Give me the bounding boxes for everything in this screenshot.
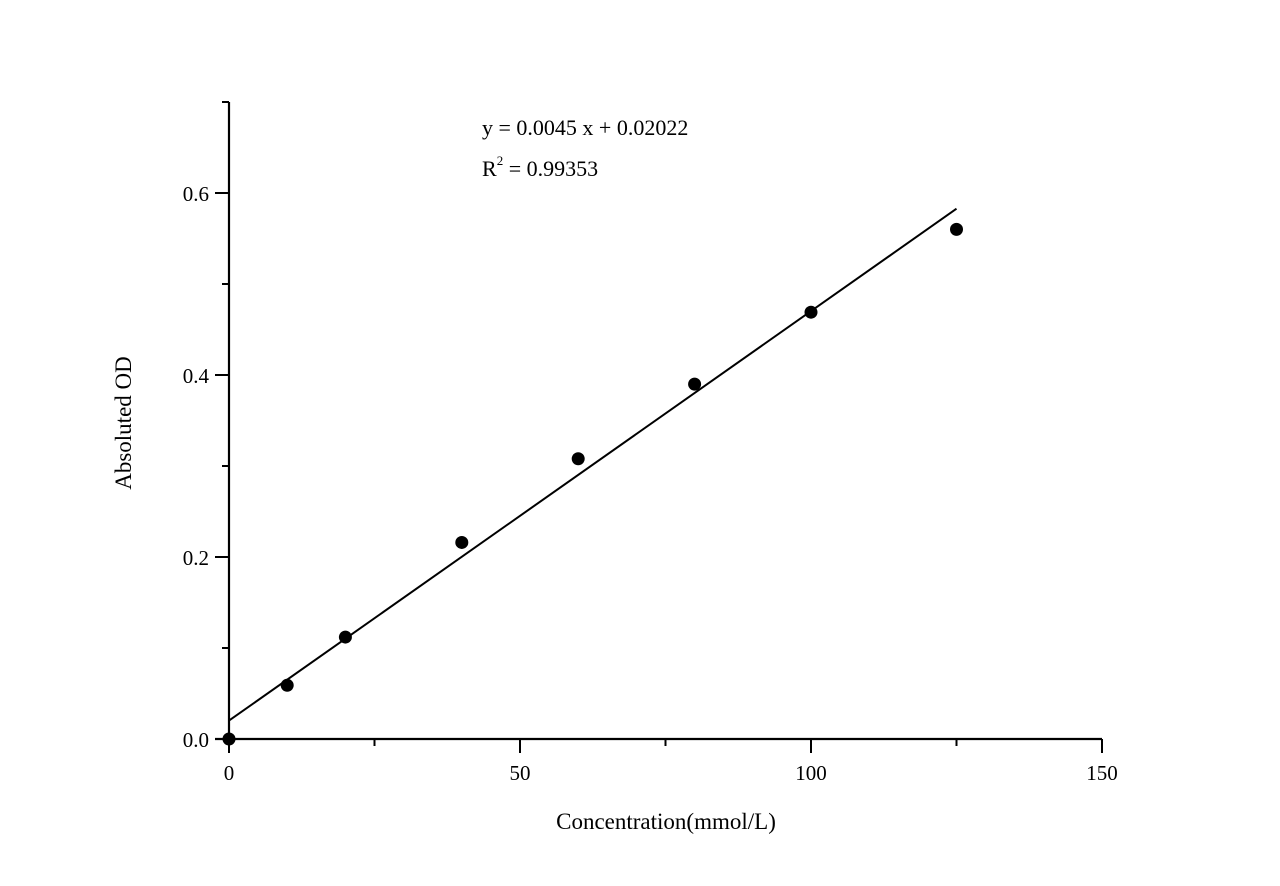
x-tick-label: 100 [795, 761, 827, 785]
y-tick-label: 0.0 [183, 728, 209, 752]
fit-line [228, 207, 958, 722]
x-tick-label: 50 [510, 761, 531, 785]
equation-annotation: y = 0.0045 x + 0.02022 [482, 115, 688, 140]
y-axis-title: Absoluted OD [111, 356, 136, 490]
data-point [804, 305, 818, 319]
data-point [280, 678, 294, 692]
axes: 0 50 100 150 0.0 0.2 0.4 0.6 [183, 101, 1118, 785]
y-tick-label: 0.2 [183, 546, 209, 570]
y-tick-label: 0.4 [183, 364, 210, 388]
r-squared-annotation: R2 = 0.99353 [482, 153, 598, 181]
data-points [222, 222, 963, 746]
y-tick-label: 0.6 [183, 182, 209, 206]
data-point [338, 630, 352, 644]
data-point [455, 535, 469, 549]
data-point [688, 377, 702, 391]
data-point [950, 222, 963, 236]
regression-line [228, 207, 958, 722]
data-point [222, 732, 236, 746]
x-tick-label: 150 [1086, 761, 1118, 785]
x-tick-label: 0 [224, 761, 235, 785]
x-axis-title: Concentration(mmol/L) [556, 809, 776, 834]
data-point [571, 452, 585, 466]
